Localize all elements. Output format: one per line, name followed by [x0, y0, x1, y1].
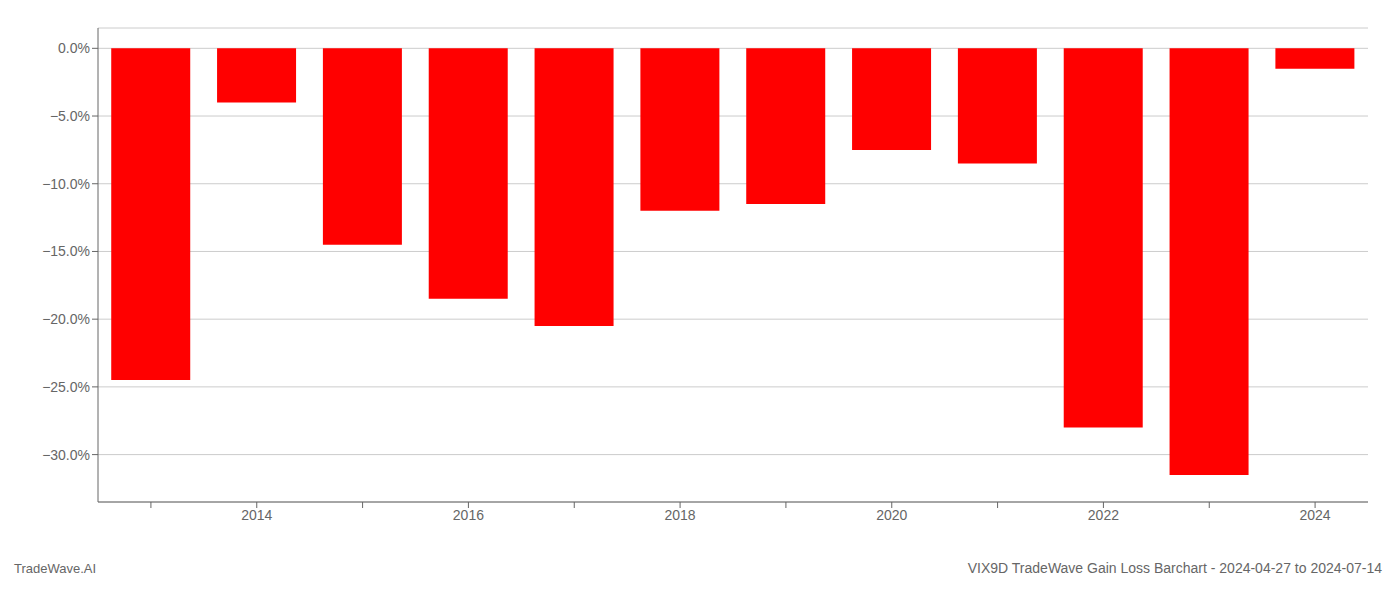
svg-text:−30.0%: −30.0%: [42, 447, 90, 463]
svg-text:2018: 2018: [665, 507, 696, 523]
svg-text:2024: 2024: [1300, 507, 1331, 523]
svg-text:2014: 2014: [241, 507, 272, 523]
svg-text:−20.0%: −20.0%: [42, 311, 90, 327]
svg-text:2016: 2016: [453, 507, 484, 523]
svg-text:0.0%: 0.0%: [58, 40, 90, 56]
svg-text:2020: 2020: [876, 507, 907, 523]
svg-text:−10.0%: −10.0%: [42, 176, 90, 192]
html-text:TradeWave.AI: TradeWave.AI: [14, 561, 97, 576]
html-text:VIX9D TradeWave Gain Loss Barc: VIX9D TradeWave Gain Loss Barchart - 202…: [967, 560, 1382, 576]
svg-text:−5.0%: −5.0%: [50, 108, 90, 124]
svg-text:2022: 2022: [1088, 507, 1119, 523]
svg-text:−15.0%: −15.0%: [42, 243, 90, 259]
svg-text:−25.0%: −25.0%: [42, 379, 90, 395]
